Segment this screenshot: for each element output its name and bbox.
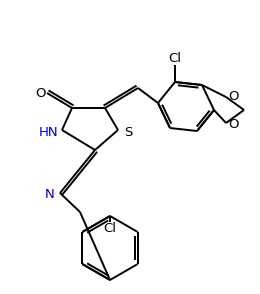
Text: HN: HN xyxy=(39,126,59,138)
Text: O: O xyxy=(229,89,239,103)
Text: N: N xyxy=(45,188,55,201)
Text: S: S xyxy=(124,126,132,138)
Text: O: O xyxy=(35,86,45,99)
Text: Cl: Cl xyxy=(168,51,181,64)
Text: Cl: Cl xyxy=(103,221,116,235)
Text: O: O xyxy=(229,118,239,131)
